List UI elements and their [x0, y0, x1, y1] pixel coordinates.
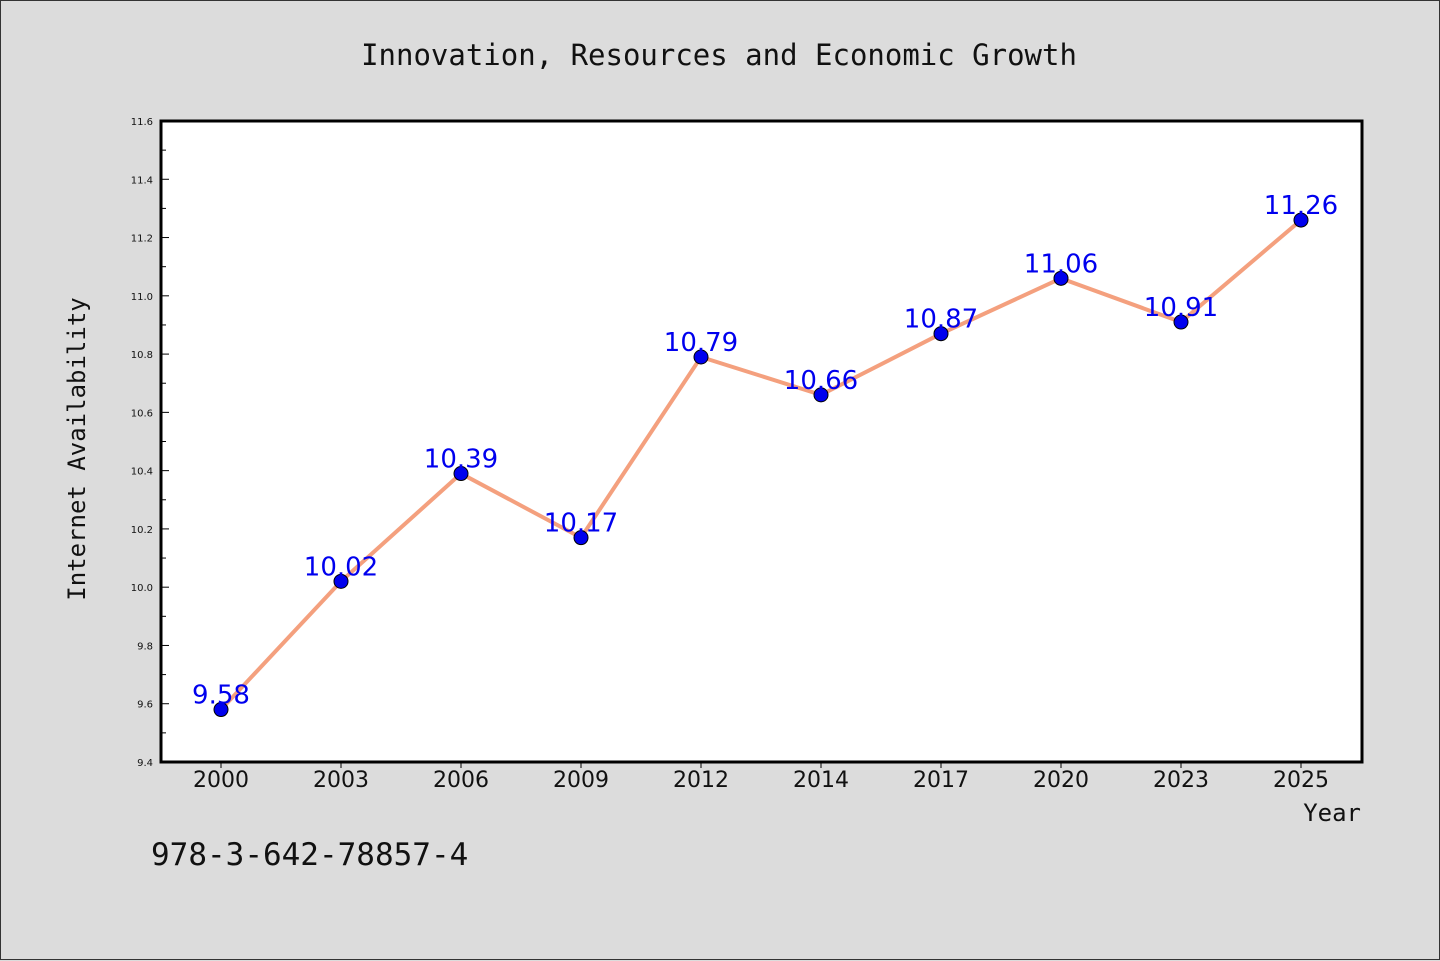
data-point-2012	[693, 349, 709, 365]
isbn-text: 978-3-642-78857-4	[151, 837, 468, 873]
data-label-2025: 11.26	[1264, 191, 1338, 221]
x-tick-label: 2023	[1153, 768, 1209, 793]
data-label-2003: 10.02	[304, 552, 378, 582]
x-tick-label: 2000	[193, 768, 249, 793]
x-tick-label: 2003	[313, 768, 369, 793]
data-label-2012: 10.79	[664, 328, 738, 358]
x-tick-label: 2014	[793, 768, 849, 793]
x-tick-label: 2020	[1033, 768, 1089, 793]
data-label-2020: 11.06	[1024, 249, 1098, 279]
y-tick-label: 10.6	[131, 408, 153, 419]
data-point-2000	[213, 702, 229, 718]
data-point-2020	[1053, 270, 1069, 286]
data-point-2017	[933, 326, 949, 342]
data-point-2014	[813, 387, 829, 403]
data-markers	[213, 212, 1309, 718]
x-axis: 2000 2003 2006 2009 2012 2014 2017 2020 2023 2025	[193, 762, 1329, 793]
x-axis-label: Year	[1303, 799, 1361, 827]
data-label-2000: 9.58	[192, 681, 250, 711]
data-label-2017: 10.87	[904, 305, 978, 335]
y-tick-label: 10.4	[131, 467, 153, 478]
series-line	[219, 218, 1303, 711]
data-point-2009	[573, 530, 589, 546]
y-tick-label: 11.6	[131, 117, 153, 128]
data-label-2009: 10.17	[544, 509, 618, 539]
x-tick-label: 2009	[553, 768, 609, 793]
y-axis-label: Internet Availability	[63, 297, 91, 600]
data-labels: 9.58 10.02 10.39 10.17 10.79 10.66 10.87 11.06 1…	[192, 191, 1338, 710]
series-line-group	[219, 218, 1303, 711]
x-tick-label: 2006	[433, 768, 489, 793]
y-tick-label: 9.8	[137, 641, 153, 652]
data-point-2003	[333, 573, 349, 589]
chart-title: Innovation, Resources and Economic Growt…	[361, 38, 1077, 72]
y-tick-label: 10.8	[131, 350, 153, 361]
data-label-2014: 10.66	[784, 366, 858, 396]
y-tick-label: 9.6	[137, 700, 153, 711]
x-tick-label: 2025	[1273, 768, 1329, 793]
y-tick-label: 11.2	[131, 234, 153, 245]
plot-area	[159, 119, 1364, 764]
y-tick-label: 10.2	[131, 525, 153, 536]
data-label-2006: 10.39	[424, 445, 498, 475]
x-tick-label: 2017	[913, 768, 969, 793]
y-tick-label: 10.0	[131, 583, 153, 594]
data-point-2006	[453, 466, 469, 482]
y-tick-label: 11.4	[131, 175, 153, 186]
data-label-2023: 10.91	[1144, 293, 1218, 323]
data-point-2025	[1293, 212, 1309, 228]
data-point-2023	[1173, 314, 1189, 330]
y-axis: 9.4 9.6 9.8 10.0 10.2 10.4 10.6 10.8 11.0 11.2 11.…	[131, 117, 169, 769]
y-tick-label: 9.4	[137, 758, 153, 769]
x-tick-label: 2012	[673, 768, 729, 793]
y-tick-label: 11.0	[131, 292, 153, 303]
